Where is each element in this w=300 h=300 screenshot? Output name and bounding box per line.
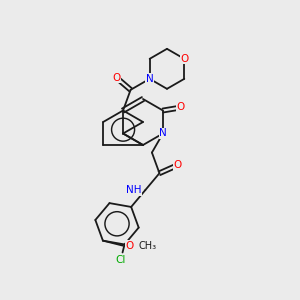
Text: O: O [180,54,188,64]
Text: O: O [112,73,121,83]
Text: Cl: Cl [116,256,126,266]
Text: CH₃: CH₃ [139,241,157,250]
Text: N: N [159,128,167,139]
Text: O: O [126,241,134,250]
Text: N: N [146,74,154,84]
Text: NH: NH [126,185,141,195]
Text: O: O [173,160,181,170]
Text: O: O [177,103,185,112]
